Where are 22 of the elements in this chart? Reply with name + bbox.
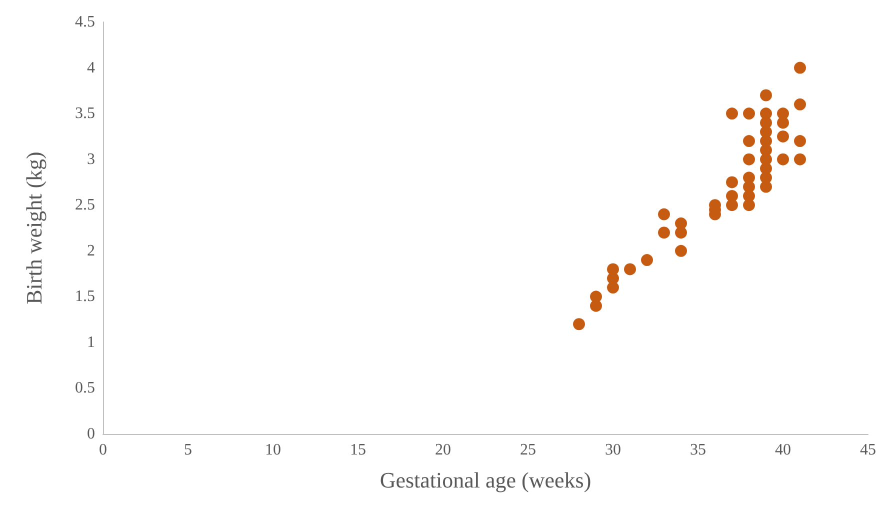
y-tick-label: 0.5 [75,380,95,397]
x-tick-label: 20 [435,442,451,458]
x-tick-label: 25 [520,442,536,458]
x-tick-label: 35 [690,442,706,458]
y-tick-label: 2.5 [75,196,95,214]
x-tick-label: 45 [860,442,876,458]
x-tick-label: 40 [775,442,791,458]
x-tick-label: 30 [605,442,621,458]
x-axis-title: Gestational age (weeks) [380,468,592,492]
y-tick-label: 1.5 [75,288,95,306]
y-tick-label: 3 [87,150,95,168]
y-tick-label: 3.5 [75,105,95,122]
x-tick-label: 15 [350,442,366,458]
y-tick-label: 2 [87,242,95,260]
x-tick-label: 5 [184,442,192,458]
y-tick-label: 4 [87,59,95,76]
y-tick-label: 0 [87,426,95,442]
x-tick-label: 0 [99,442,107,458]
y-tick-label: 1 [87,334,95,351]
x-tick-label: 10 [265,442,281,458]
y-axis-title: Birth weight (kg) [22,152,46,304]
y-tick-label: 4.5 [75,14,95,30]
